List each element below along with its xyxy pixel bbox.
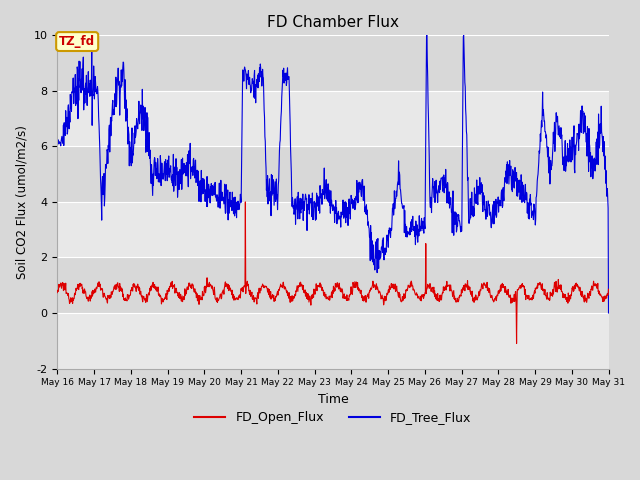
Bar (57, 36, 609, 91)
Bar (57, 202, 609, 257)
Bar (57, 91, 609, 146)
Legend: FD_Open_Flux, FD_Tree_Flux: FD_Open_Flux, FD_Tree_Flux (189, 406, 477, 429)
X-axis label: Time: Time (317, 393, 348, 406)
Title: FD Chamber Flux: FD Chamber Flux (267, 15, 399, 30)
Bar (57, 257, 609, 313)
Text: TZ_fd: TZ_fd (59, 35, 95, 48)
Bar (57, 146, 609, 202)
Y-axis label: Soil CO2 Flux (umol/m2/s): Soil CO2 Flux (umol/m2/s) (15, 125, 28, 279)
Bar (57, 313, 609, 369)
